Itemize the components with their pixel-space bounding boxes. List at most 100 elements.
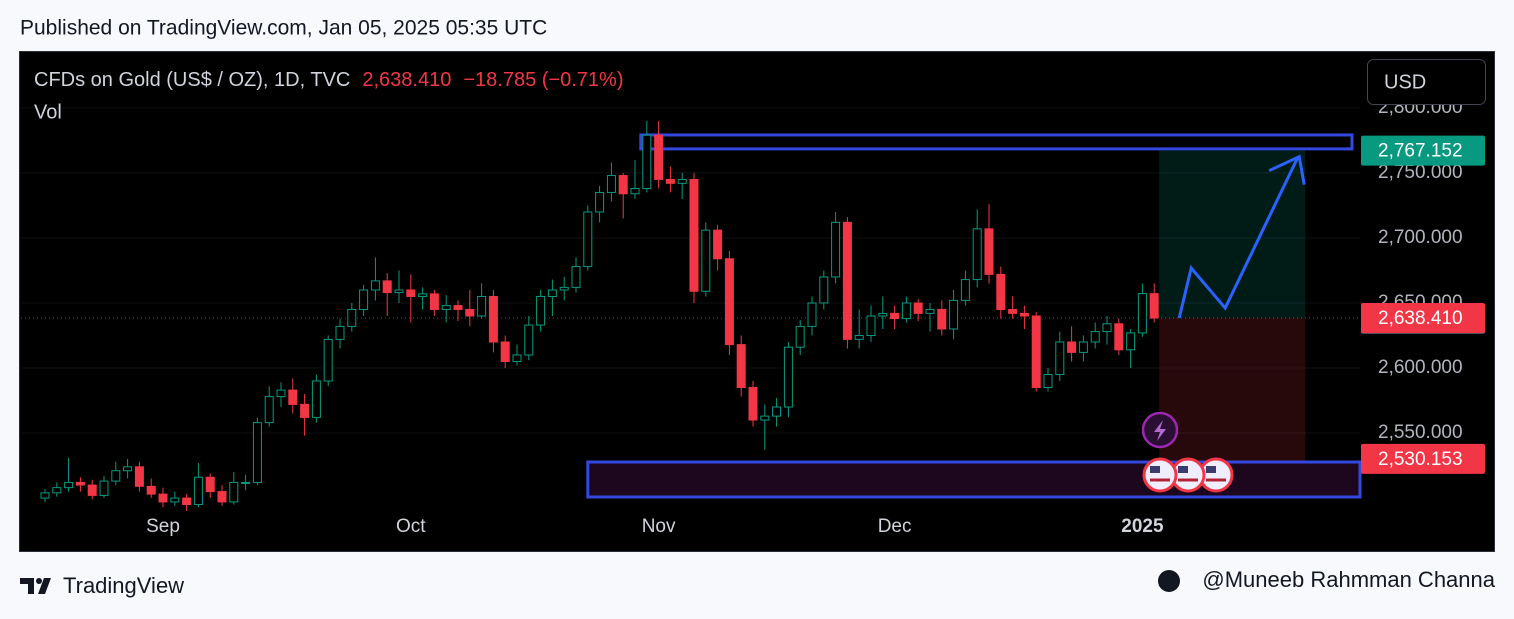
candle-body	[382, 280, 392, 294]
candle-body	[300, 403, 310, 418]
flag-canton	[1150, 466, 1160, 473]
candle-body	[689, 178, 699, 292]
candle-body	[606, 175, 616, 193]
candle-body	[854, 334, 864, 340]
price-label: 2,638.410	[1378, 308, 1463, 329]
flag-icon	[1142, 457, 1178, 493]
candle-body	[547, 289, 557, 297]
price-label: 2,530.153	[1378, 449, 1463, 470]
footer-author: @Muneeb Rahmman Channa	[1202, 567, 1495, 592]
x-tick-label: Dec	[878, 516, 912, 537]
candle-body	[536, 295, 546, 326]
x-tick-label: 2025	[1121, 516, 1164, 537]
logo-dot	[36, 578, 42, 584]
candle-body	[111, 470, 121, 482]
candle-body	[229, 481, 239, 503]
candle-body	[996, 273, 1006, 310]
y-tick-label: 2,550.000	[1378, 422, 1463, 443]
candle-body	[878, 312, 888, 317]
candle-body	[512, 354, 522, 362]
price-label: 2,767.152	[1378, 141, 1463, 162]
candle-body	[182, 497, 192, 506]
price-label-box	[1361, 135, 1485, 166]
candle-body	[335, 325, 345, 340]
candle-body	[701, 229, 711, 292]
candle-body	[134, 466, 144, 487]
candle-body	[217, 491, 227, 503]
candle-body	[465, 308, 475, 317]
candle-body	[1008, 308, 1018, 314]
candle-body	[960, 279, 970, 301]
candle-body	[158, 493, 168, 503]
candle-body	[559, 286, 569, 291]
candle-body	[40, 492, 50, 499]
x-tick-label: Sep	[146, 516, 180, 537]
candle-body	[123, 466, 133, 472]
candle-body	[429, 293, 439, 310]
candle-body	[1019, 312, 1029, 317]
candle-body	[618, 175, 628, 195]
zone	[639, 133, 1354, 151]
candle-body	[170, 497, 180, 503]
candle-body	[146, 485, 156, 495]
currency-button-box[interactable]	[1367, 59, 1486, 105]
flag-canton	[1178, 466, 1188, 473]
candle-body	[205, 476, 215, 493]
candle-body	[795, 325, 805, 348]
candle-body	[748, 387, 758, 421]
price-change: −18.785 (−0.71%)	[463, 69, 623, 91]
candle-body	[370, 280, 380, 291]
last-price: 2,638.410	[362, 69, 451, 91]
candle-body	[524, 324, 534, 356]
candle-body	[1078, 341, 1088, 353]
x-tick-label: Nov	[642, 516, 676, 537]
candle-body	[264, 396, 274, 424]
candle-body	[500, 341, 510, 362]
candle-body	[477, 295, 487, 317]
symbol: CFDs on Gold (US$ / OZ), 1D, TVC	[34, 69, 350, 91]
candle-body	[937, 308, 947, 330]
candle-body	[347, 308, 357, 327]
candle-body	[890, 312, 900, 320]
candle-body	[831, 221, 841, 278]
candle-body	[276, 389, 286, 398]
candle-body	[783, 346, 793, 408]
logo-mark	[20, 578, 51, 594]
candle-body	[772, 406, 782, 417]
candle-body	[972, 228, 982, 281]
x-tick-label: Oct	[396, 516, 426, 537]
candle-body	[842, 221, 852, 340]
price-label-box	[1361, 303, 1485, 334]
candle-body	[1055, 341, 1065, 375]
candle-body	[64, 481, 74, 489]
event-bolt	[1154, 420, 1166, 441]
candle-body	[807, 302, 817, 327]
candle-body	[819, 276, 829, 304]
price-label-box	[1361, 443, 1485, 474]
candle-body	[760, 415, 770, 421]
chart-title: CFDs on Gold (US$ / OZ), 1D, TVC 2,638.41…	[34, 69, 623, 91]
y-tick-label: 2,750.000	[1378, 162, 1463, 183]
candle-body	[323, 338, 333, 382]
candle-body	[913, 302, 923, 314]
candle-body	[252, 422, 262, 483]
candle-body	[453, 305, 463, 310]
candle-body	[724, 258, 734, 346]
y-tick-label: 2,600.000	[1378, 357, 1463, 378]
y-tick-label: 2,700.000	[1378, 227, 1463, 248]
currency-label[interactable]: USD	[1384, 71, 1426, 93]
candle-body	[311, 380, 321, 418]
currency-button[interactable]: USD	[1367, 59, 1486, 105]
candle-body	[241, 481, 251, 484]
candle-body	[1137, 293, 1147, 334]
candle-body	[665, 178, 675, 184]
candle-body	[394, 289, 404, 294]
stop-area	[1159, 318, 1306, 463]
candle-body	[677, 178, 687, 184]
candle-body	[630, 188, 640, 195]
candle-body	[866, 315, 876, 336]
candle-body	[901, 302, 911, 320]
published-note: Published on TradingView.com, Jan 05, 20…	[20, 17, 547, 40]
